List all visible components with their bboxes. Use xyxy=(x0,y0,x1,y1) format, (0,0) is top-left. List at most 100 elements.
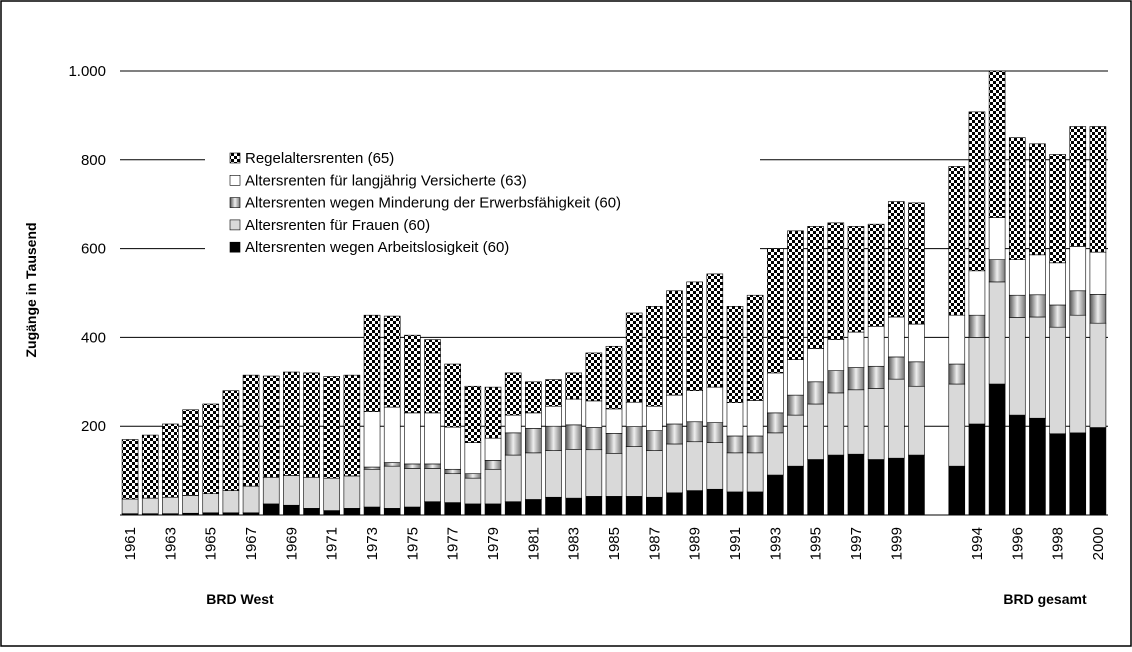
bar-segment xyxy=(746,452,764,493)
bar-segment xyxy=(1069,432,1087,516)
bar-segment xyxy=(1069,290,1087,316)
legend-swatch xyxy=(229,219,241,231)
bar-segment xyxy=(908,385,925,456)
bar-segment xyxy=(867,388,885,460)
y-tick-label: 800 xyxy=(81,152,106,169)
bar-segment xyxy=(404,334,421,414)
bar-segment xyxy=(666,394,683,425)
bar-segment xyxy=(565,497,582,516)
bar-segment xyxy=(666,492,683,516)
bar-segment xyxy=(222,490,240,514)
bar-segment xyxy=(585,352,603,402)
group-label: BRD West xyxy=(206,591,274,607)
bar-segment xyxy=(484,468,502,505)
bar-segment xyxy=(1029,294,1046,318)
bar-segment xyxy=(343,374,361,477)
bar-segment xyxy=(948,363,966,385)
bar-segment xyxy=(504,501,522,516)
x-tick-label: 1973 xyxy=(364,527,381,560)
bar-segment xyxy=(726,491,744,516)
bar-segment xyxy=(1029,254,1046,296)
bar-segment xyxy=(646,496,663,516)
y-tick-label: 200 xyxy=(81,418,106,435)
bar-segment xyxy=(484,437,502,461)
bar-segment xyxy=(565,398,582,426)
bar-segment xyxy=(625,312,643,403)
bar-segment xyxy=(424,412,441,465)
bar-segment xyxy=(686,441,703,491)
bar-segment xyxy=(363,506,381,516)
bar-segment xyxy=(424,463,441,469)
bar-segment xyxy=(746,491,764,516)
bar-segment xyxy=(1008,317,1026,416)
bar-segment xyxy=(887,457,905,516)
bar-segment xyxy=(444,473,461,503)
bar-segment xyxy=(988,383,1006,516)
bar-segment xyxy=(303,476,320,509)
bar-segment xyxy=(202,493,220,514)
bar-segment xyxy=(121,439,139,500)
legend-swatch xyxy=(229,241,241,253)
x-tick-label: 1997 xyxy=(848,527,865,560)
bar-segment xyxy=(383,462,401,467)
bar-segment xyxy=(1049,262,1066,306)
legend-label: Altersrenten wegen Arbeitslosigkeit (60) xyxy=(245,239,509,256)
bar-segment xyxy=(1008,259,1026,296)
bar-segment xyxy=(363,314,381,412)
bar-segment xyxy=(525,412,542,429)
bar-segment xyxy=(1029,143,1046,256)
bar-segment xyxy=(444,468,461,475)
bar-segment xyxy=(706,488,724,516)
bar-segment xyxy=(1069,246,1087,292)
bar-segment xyxy=(948,166,966,316)
bar-segment xyxy=(182,495,199,514)
bar-segment xyxy=(162,423,179,498)
bar-segment xyxy=(767,372,784,414)
bar-segment xyxy=(162,496,179,514)
bar-segment xyxy=(424,501,441,516)
x-tick-label: 1995 xyxy=(808,527,825,560)
bar-segment xyxy=(726,306,744,403)
bar-segment xyxy=(605,452,623,497)
bar-segment xyxy=(767,412,784,434)
bar-segment xyxy=(746,294,764,401)
bar-segment xyxy=(262,476,280,505)
bar-segment xyxy=(444,502,461,516)
bar-segment xyxy=(1008,414,1026,516)
bar-segment xyxy=(847,367,865,391)
x-tick-label: 1996 xyxy=(1009,527,1026,560)
x-tick-label: 2000 xyxy=(1090,527,1107,560)
bar-segment xyxy=(1008,294,1026,318)
bar-segment xyxy=(1089,251,1107,295)
bar-segment xyxy=(988,281,1006,385)
bar-segment xyxy=(141,497,159,514)
bar-segment xyxy=(827,339,845,371)
bar-segment xyxy=(827,370,845,394)
bar-segment xyxy=(504,454,522,502)
x-tick-label: 1993 xyxy=(767,527,784,560)
bar-segment xyxy=(242,374,260,487)
bar-segment xyxy=(525,452,542,500)
bar-segment xyxy=(968,337,986,425)
bar-segment xyxy=(424,339,441,414)
bar-segment xyxy=(585,449,603,497)
bar-segment xyxy=(262,375,280,478)
x-tick-label: 1989 xyxy=(687,527,704,560)
bar-segment xyxy=(807,403,824,460)
bar-segment xyxy=(1089,427,1107,516)
bar-segment xyxy=(1089,126,1107,253)
bar-segment xyxy=(887,201,905,318)
bar-segment xyxy=(565,448,582,499)
legend-label: Altersrenten für langjährig Versicherte … xyxy=(245,172,527,189)
bar-segment xyxy=(706,442,724,490)
bar-segment xyxy=(464,442,482,475)
bar-segment xyxy=(484,503,502,516)
bar-segment xyxy=(363,411,381,468)
bar-segment xyxy=(383,406,401,463)
bar-segment xyxy=(202,403,220,494)
bar-segment xyxy=(242,512,260,516)
bar-segment xyxy=(1008,137,1026,261)
bar-segment xyxy=(383,508,401,516)
bar-segment xyxy=(464,477,482,505)
x-tick-label: 1998 xyxy=(1050,527,1067,560)
